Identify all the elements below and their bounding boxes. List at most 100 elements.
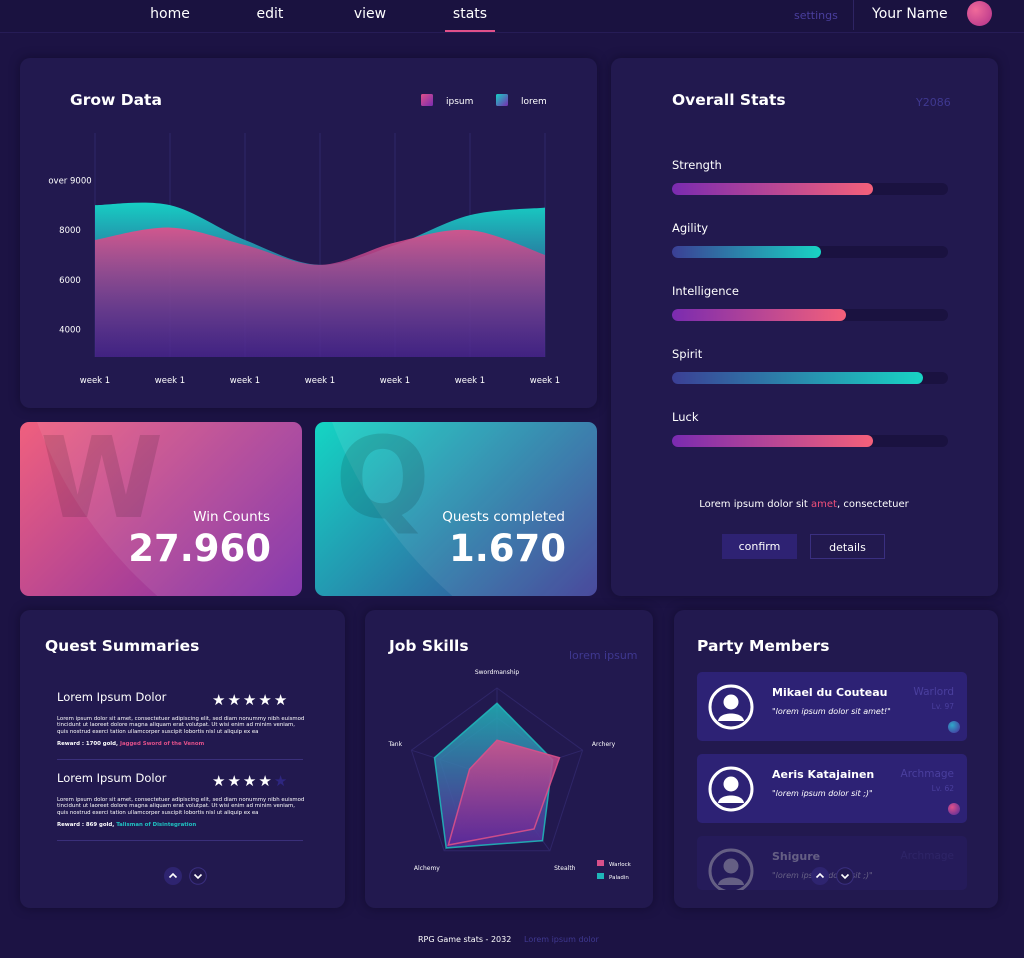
legend-label: Paladin	[609, 875, 629, 881]
score-card: W Win Counts 27.960	[20, 422, 302, 596]
scroll-up-button[interactable]	[164, 867, 182, 885]
quest-title: Lorem Ipsum Dolor	[57, 690, 167, 704]
stats-panel	[611, 58, 998, 596]
card-value: 27.960	[128, 527, 271, 570]
member-dot	[948, 721, 960, 733]
star: ★	[242, 691, 259, 709]
confirm-button[interactable]: confirm	[722, 534, 797, 559]
star: ★	[242, 772, 259, 790]
star: ★	[258, 772, 274, 790]
divider	[853, 0, 854, 30]
y-tick-label: 4000	[59, 326, 81, 336]
reward-item: Talisman of Disintegration	[116, 822, 197, 828]
card-letter: Q	[335, 422, 431, 544]
settings-link[interactable]: settings	[794, 9, 838, 22]
stat-bar	[672, 183, 874, 195]
reward-item: Jagged Sword of the Venom	[119, 741, 205, 747]
x-tick-label: week 1	[380, 376, 410, 386]
member-avatar	[708, 848, 754, 890]
star: ★	[273, 691, 290, 709]
y-tick-label: 8000	[59, 226, 81, 236]
member-card[interactable]: Shigure"lorem ipsum dolor sit ;)"Archmag…	[697, 836, 967, 890]
nav-item[interactable]: view	[353, 6, 387, 22]
x-tick-label: week 1	[305, 376, 335, 386]
stat-track	[672, 183, 948, 195]
stat-track	[672, 435, 948, 447]
scroll-up-button[interactable]	[811, 867, 829, 885]
panel-tag: Y2086	[916, 96, 951, 109]
panel-title: Overall Stats	[672, 91, 786, 109]
x-tick-label: week 1	[230, 376, 260, 386]
star: ★	[258, 691, 274, 709]
stat-label: Luck	[672, 410, 699, 424]
member-name: Aeris Katajainen	[772, 768, 875, 781]
card-value: 1.670	[448, 527, 566, 570]
separator	[57, 759, 303, 760]
member-card[interactable]: Mikael du Couteau "lorem ipsum dolor sit …	[697, 672, 967, 741]
member-name: Shigure	[772, 850, 821, 863]
radar-area	[447, 739, 561, 846]
y-tick-label: over 9000	[48, 176, 91, 186]
scroll-down-button[interactable]	[189, 867, 207, 885]
axis-label: Swordmanship	[475, 669, 519, 676]
member-name: Mikael du Couteau	[772, 686, 888, 699]
stat-label: Spirit	[672, 347, 703, 361]
legend-swatch	[496, 94, 508, 106]
panel-subtitle: lorem ipsum	[569, 649, 638, 662]
x-tick-label: week 1	[155, 376, 185, 386]
member-dot	[948, 803, 960, 815]
scroll-down-button[interactable]	[836, 867, 854, 885]
user-avatar[interactable]	[967, 1, 992, 26]
stat-bar	[672, 372, 924, 384]
x-tick-label: week 1	[80, 376, 110, 386]
user-name[interactable]: Your Name	[872, 6, 948, 22]
member-quote: "lorem ipsum dolor sit ;)"	[772, 789, 873, 798]
note-text: Lorem ipsum dolor sit	[699, 499, 812, 510]
star: ★	[227, 772, 243, 790]
stat-label: Agility	[672, 221, 709, 235]
member-level: Lv. 97	[931, 702, 954, 711]
y-tick-label: 6000	[59, 276, 81, 286]
axis-label: Archery	[592, 741, 616, 748]
note-highlight: amet	[811, 499, 837, 510]
reward-text: Reward : 869 gold,	[57, 822, 117, 828]
legend-label: ipsum	[446, 97, 473, 107]
legend-swatch	[597, 873, 604, 879]
quest-reward: Reward : 1700 gold, Jagged Sword of the …	[57, 741, 204, 747]
stats-note: Lorem ipsum dolor sit amet, consectetuer	[610, 499, 998, 510]
member-class: Archmage	[900, 850, 954, 862]
stat-label: Intelligence	[672, 284, 739, 298]
star: ★	[212, 691, 228, 709]
panel-title: Job Skills	[389, 637, 469, 655]
star: ★	[273, 772, 290, 790]
details-button[interactable]: details	[810, 534, 885, 559]
card-label: Quests completed	[442, 509, 565, 525]
stat-track	[672, 372, 948, 384]
quest-reward: Reward : 869 gold, Talisman of Disintegr…	[57, 822, 196, 828]
stat-bar	[672, 309, 846, 321]
legend-label: lorem	[521, 97, 547, 107]
card-label: Win Counts	[193, 509, 270, 525]
footer-link[interactable]: Lorem ipsum dolor	[524, 935, 599, 944]
separator	[57, 840, 303, 841]
member-class: Archmage	[900, 768, 954, 780]
x-tick-label: week 1	[530, 376, 560, 386]
note-text: , consectetuer	[836, 499, 909, 510]
star-rating: ★★★★★	[212, 691, 289, 709]
nav-item[interactable]: stats	[452, 6, 488, 22]
nav-item[interactable]: home	[150, 6, 190, 22]
member-level: Lv. 62	[931, 784, 954, 793]
quest-text: Lorem ipsum dolor sit amet, consectetuer…	[57, 797, 305, 816]
nav-active-indicator	[445, 30, 495, 32]
area-chart: week 1 week 1 week 1 week 1 week 1 week 1 week…	[48, 94, 560, 386]
nav-item[interactable]: edit	[256, 6, 284, 22]
member-card[interactable]: Aeris Katajainen "lorem ipsum dolor sit ;…	[697, 754, 967, 823]
member-avatar	[708, 766, 754, 812]
stat-track	[672, 246, 948, 258]
star: ★	[212, 772, 228, 790]
axis-label: Stealth	[554, 865, 576, 872]
member-quote: "lorem ipsum dolor sit amet!"	[772, 707, 891, 716]
